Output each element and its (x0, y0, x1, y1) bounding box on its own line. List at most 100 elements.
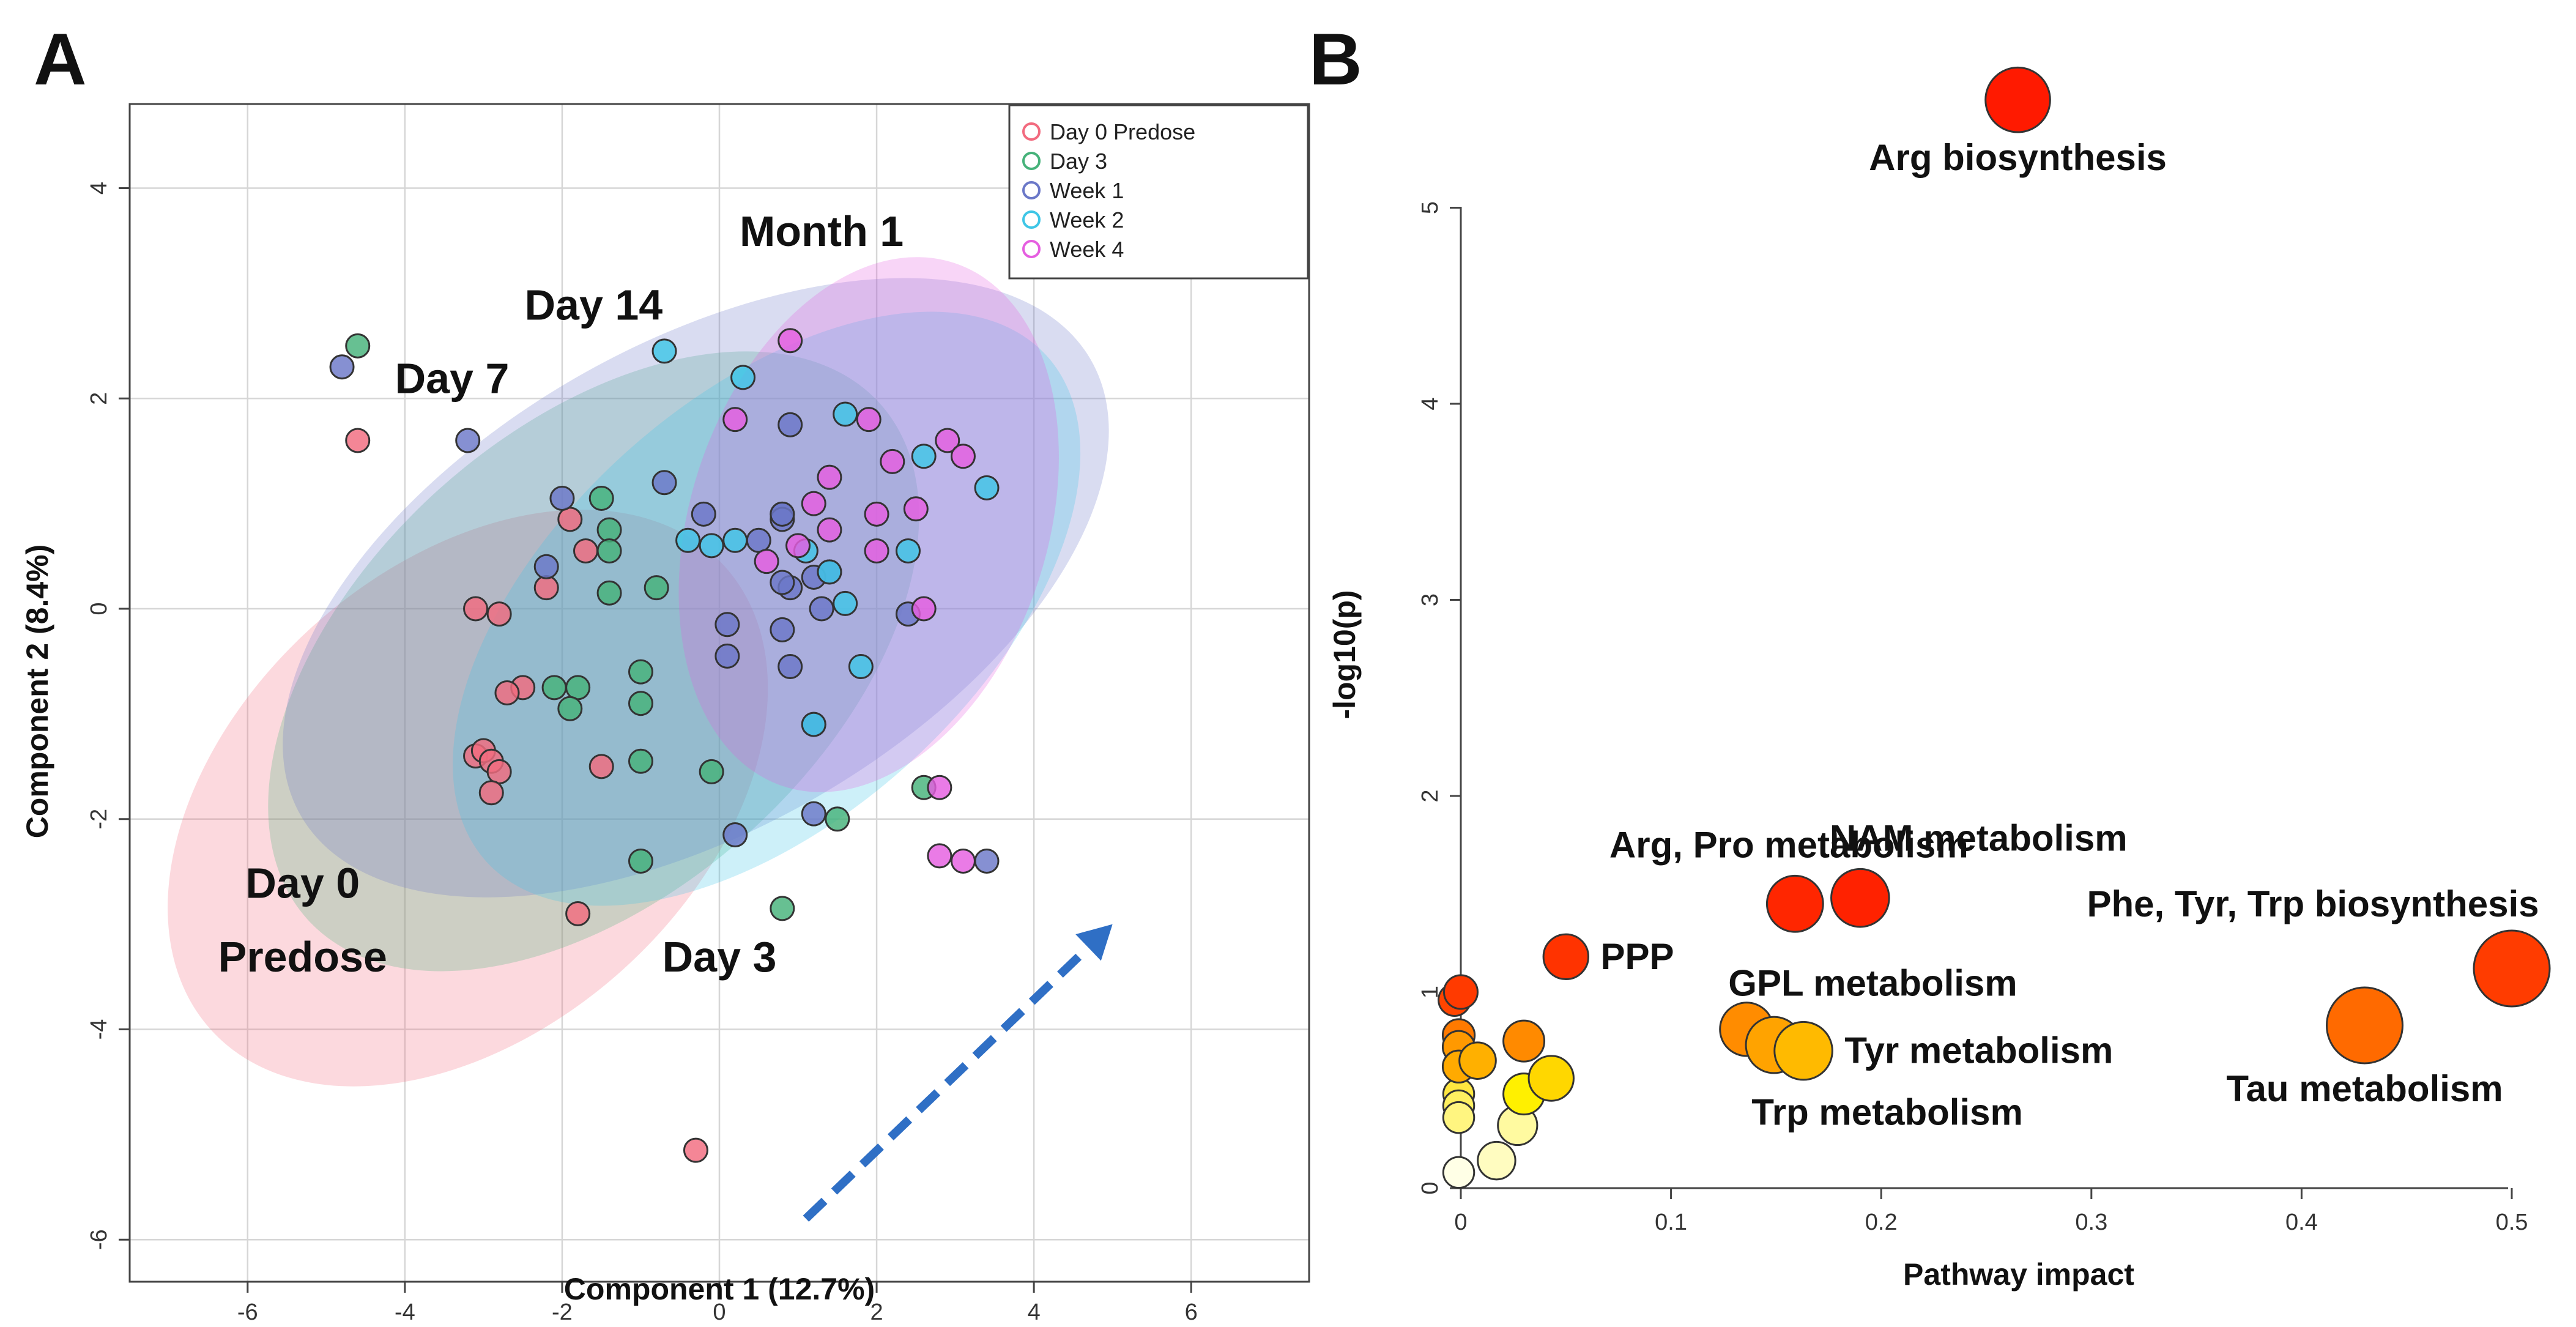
panel-a-letter: A (34, 18, 87, 100)
panel-a-x-axis-title: Component 1 (12.7%) (564, 1272, 875, 1306)
bubble (1442, 1101, 1475, 1134)
y-tick-label: 4 (1417, 397, 1443, 410)
point-week-2 (848, 654, 874, 680)
panel-a-y-ticks: -6 -4 -2 0 2 4 (86, 182, 130, 1250)
x-tick-label: 0 (1454, 1210, 1467, 1235)
point-week-1 (329, 354, 355, 380)
bubble-arg-pro-metabolism (1765, 874, 1824, 933)
point-week-4 (935, 428, 960, 453)
point-week-4 (927, 843, 952, 869)
bubble-label-trp-metabolism: Trp metabolism (1751, 1091, 2022, 1132)
point-day-0-predose (557, 507, 583, 532)
point-week-1 (533, 554, 559, 579)
point-week-4 (801, 491, 826, 516)
point-week-2 (817, 559, 842, 585)
legend-label-week-2: Week 2 (1050, 207, 1124, 232)
point-week-1 (778, 412, 803, 437)
point-week-2 (911, 444, 937, 469)
group-label-predose: Predose (218, 933, 387, 981)
panel-a-points (329, 328, 1000, 1163)
bubble-label-ppp: PPP (1601, 936, 1674, 977)
bubble-nam-metabolism (1830, 868, 1890, 928)
y-tick-label: 3 (1417, 593, 1443, 606)
point-week-2 (730, 365, 756, 390)
point-week-1 (715, 643, 740, 669)
bubble-ppp (1542, 933, 1590, 981)
panel-a-y-axis-title: Component 2 (8.4%) (20, 545, 54, 839)
panel-a-group-labels: Month 1 Day 14 Day 7 Day 0 Predose Day 3 (218, 207, 904, 981)
panel-b-letter: B (1309, 18, 1362, 100)
legend-marker-week-1 (1022, 181, 1041, 199)
point-week-1 (651, 470, 677, 496)
point-week-4 (754, 549, 779, 574)
x-tick-label: 0.2 (1865, 1210, 1898, 1235)
point-day-0-predose (573, 538, 598, 563)
point-day-0-predose (486, 759, 512, 784)
x-tick-label: 0.5 (2496, 1210, 2528, 1235)
bubble-label-phe-tyr-trp-biosynthesis: Phe, Tyr, Trp biosynthesis (2087, 883, 2539, 924)
bubble (1443, 974, 1479, 1010)
point-day-0-predose (463, 596, 489, 622)
bubble (1458, 1041, 1497, 1080)
point-week-2 (833, 401, 858, 427)
legend-marker-day-0-predose (1022, 122, 1041, 141)
point-day-3 (770, 896, 795, 921)
point-week-1 (974, 849, 1000, 874)
x-tick-label: -6 (237, 1299, 258, 1325)
point-day-0-predose (533, 575, 559, 601)
legend-label-day-3: Day 3 (1050, 149, 1107, 174)
bubble (1477, 1140, 1516, 1181)
trend-arrow-head (1075, 924, 1113, 961)
point-week-1 (715, 612, 740, 637)
point-week-4 (950, 444, 976, 469)
point-week-1 (691, 501, 716, 527)
panel-b-x-axis-title: Pathway impact (1903, 1257, 2134, 1292)
ellipse-day-3 (268, 351, 919, 972)
point-week-2 (801, 712, 826, 737)
bubble-label-nam-metabolism: NAM metabolism (1830, 817, 2128, 858)
point-week-2 (974, 475, 1000, 500)
point-week-2 (675, 527, 701, 553)
ellipse-day-0-predose (168, 510, 768, 1087)
group-label-day-14: Day 14 (524, 281, 663, 329)
point-week-1 (801, 801, 826, 827)
legend-marker-week-4 (1022, 240, 1041, 258)
group-label-day-7: Day 7 (395, 355, 510, 403)
y-tick-label: 1 (1417, 986, 1443, 998)
point-week-1 (549, 486, 575, 511)
x-tick-label: 6 (1185, 1299, 1198, 1325)
legend-label-day-0-predose: Day 0 Predose (1050, 119, 1195, 144)
x-tick-label: 0.3 (2075, 1210, 2107, 1235)
point-day-3 (628, 659, 653, 685)
legend-label-week-1: Week 1 (1050, 178, 1124, 203)
y-tick-label: 2 (86, 392, 112, 405)
point-week-4 (817, 517, 842, 543)
point-week-2 (722, 527, 748, 553)
point-week-1 (778, 654, 803, 680)
y-tick-label: 0 (86, 602, 112, 615)
point-day-3 (596, 538, 622, 563)
bubble-tau-metabolism (2325, 986, 2403, 1065)
bubble-arg-biosynthesis (1984, 66, 2051, 133)
legend-box (1008, 104, 1309, 280)
point-day-3 (628, 748, 653, 774)
point-week-2 (833, 590, 858, 616)
point-week-1 (746, 527, 771, 553)
point-week-1 (770, 570, 795, 595)
point-day-0-predose (588, 754, 614, 779)
point-day-3 (628, 691, 653, 716)
y-tick-label: -6 (86, 1229, 112, 1250)
point-week-4 (864, 501, 889, 527)
point-week-4 (778, 328, 803, 354)
x-tick-label: 0.4 (2285, 1210, 2318, 1235)
y-tick-label: 2 (1417, 789, 1443, 802)
point-day-0-predose (494, 680, 520, 705)
point-week-2 (651, 338, 677, 364)
bubble-label-arg-pro-metabolism: Arg, Pro metabolism (1609, 824, 1969, 865)
group-label-day-3: Day 3 (663, 933, 777, 981)
x-tick-label: 4 (1028, 1299, 1041, 1325)
point-day-0-predose (486, 601, 512, 627)
panel-a-trend-arrow (803, 924, 1113, 1222)
bubble (1527, 1055, 1575, 1102)
point-day-3 (699, 759, 724, 784)
